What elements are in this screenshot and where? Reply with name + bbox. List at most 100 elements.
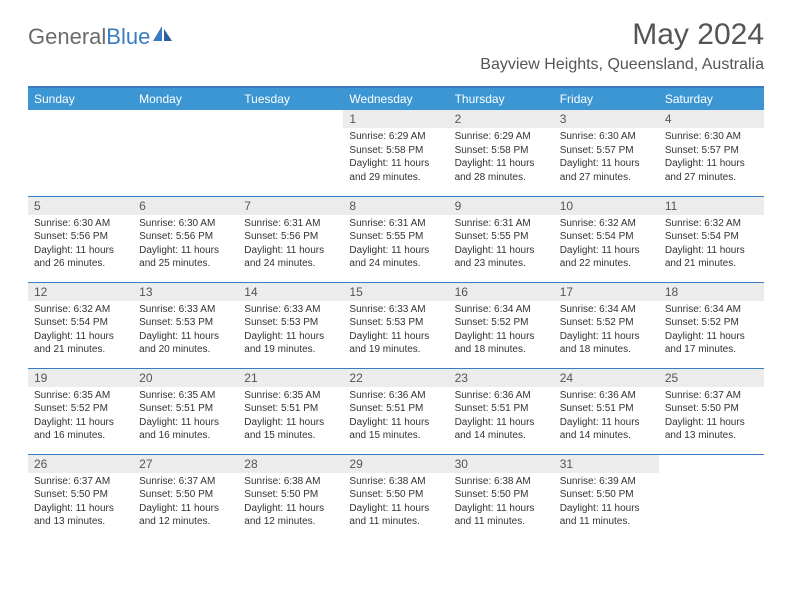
daylight-text: Daylight: 11 hours and 21 minutes.: [34, 330, 127, 357]
daylight-text: Daylight: 11 hours and 12 minutes.: [139, 502, 232, 529]
day-details: Sunrise: 6:30 AMSunset: 5:56 PMDaylight:…: [28, 215, 133, 275]
sunrise-text: Sunrise: 6:36 AM: [455, 389, 548, 403]
calendar-day-cell: 13Sunrise: 6:33 AMSunset: 5:53 PMDayligh…: [133, 282, 238, 368]
day-number: 8: [343, 197, 448, 215]
sunset-text: Sunset: 5:51 PM: [455, 402, 548, 416]
daylight-text: Daylight: 11 hours and 18 minutes.: [560, 330, 653, 357]
sunset-text: Sunset: 5:55 PM: [349, 230, 442, 244]
calendar-day-cell: 7Sunrise: 6:31 AMSunset: 5:56 PMDaylight…: [238, 196, 343, 282]
day-details: Sunrise: 6:35 AMSunset: 5:52 PMDaylight:…: [28, 387, 133, 447]
calendar-day-cell: 25Sunrise: 6:37 AMSunset: 5:50 PMDayligh…: [659, 368, 764, 454]
daylight-text: Daylight: 11 hours and 21 minutes.: [665, 244, 758, 271]
day-details: Sunrise: 6:30 AMSunset: 5:57 PMDaylight:…: [659, 128, 764, 188]
day-details: Sunrise: 6:33 AMSunset: 5:53 PMDaylight:…: [133, 301, 238, 361]
daylight-text: Daylight: 11 hours and 11 minutes.: [560, 502, 653, 529]
sunrise-text: Sunrise: 6:37 AM: [139, 475, 232, 489]
daylight-text: Daylight: 11 hours and 22 minutes.: [560, 244, 653, 271]
calendar-week-row: 19Sunrise: 6:35 AMSunset: 5:52 PMDayligh…: [28, 368, 764, 454]
day-number: 12: [28, 283, 133, 301]
day-details: Sunrise: 6:35 AMSunset: 5:51 PMDaylight:…: [238, 387, 343, 447]
dayheader-sun: Sunday: [28, 88, 133, 110]
calendar-day-cell: 14Sunrise: 6:33 AMSunset: 5:53 PMDayligh…: [238, 282, 343, 368]
brand-part2: Blue: [106, 24, 150, 49]
calendar-day-cell: [238, 110, 343, 196]
day-details: Sunrise: 6:32 AMSunset: 5:54 PMDaylight:…: [28, 301, 133, 361]
daylight-text: Daylight: 11 hours and 11 minutes.: [349, 502, 442, 529]
daylight-text: Daylight: 11 hours and 13 minutes.: [34, 502, 127, 529]
sunset-text: Sunset: 5:54 PM: [665, 230, 758, 244]
day-number: 31: [554, 455, 659, 473]
day-details: Sunrise: 6:30 AMSunset: 5:57 PMDaylight:…: [554, 128, 659, 188]
sunrise-text: Sunrise: 6:36 AM: [560, 389, 653, 403]
day-details: Sunrise: 6:31 AMSunset: 5:55 PMDaylight:…: [449, 215, 554, 275]
day-details: Sunrise: 6:36 AMSunset: 5:51 PMDaylight:…: [449, 387, 554, 447]
sunrise-text: Sunrise: 6:32 AM: [560, 217, 653, 231]
day-number: 3: [554, 110, 659, 128]
sunset-text: Sunset: 5:51 PM: [139, 402, 232, 416]
daylight-text: Daylight: 11 hours and 18 minutes.: [455, 330, 548, 357]
daylight-text: Daylight: 11 hours and 23 minutes.: [455, 244, 548, 271]
calendar-day-cell: 2Sunrise: 6:29 AMSunset: 5:58 PMDaylight…: [449, 110, 554, 196]
sunrise-text: Sunrise: 6:35 AM: [34, 389, 127, 403]
daylight-text: Daylight: 11 hours and 26 minutes.: [34, 244, 127, 271]
dayheader-thu: Thursday: [449, 88, 554, 110]
sunset-text: Sunset: 5:53 PM: [349, 316, 442, 330]
calendar-day-cell: 21Sunrise: 6:35 AMSunset: 5:51 PMDayligh…: [238, 368, 343, 454]
day-number: 30: [449, 455, 554, 473]
day-details: Sunrise: 6:29 AMSunset: 5:58 PMDaylight:…: [343, 128, 448, 188]
sunset-text: Sunset: 5:51 PM: [560, 402, 653, 416]
daylight-text: Daylight: 11 hours and 16 minutes.: [139, 416, 232, 443]
day-details: Sunrise: 6:29 AMSunset: 5:58 PMDaylight:…: [449, 128, 554, 188]
sunset-text: Sunset: 5:53 PM: [244, 316, 337, 330]
daylight-text: Daylight: 11 hours and 27 minutes.: [665, 157, 758, 184]
day-number: 24: [554, 369, 659, 387]
sunset-text: Sunset: 5:50 PM: [560, 488, 653, 502]
calendar-day-cell: 26Sunrise: 6:37 AMSunset: 5:50 PMDayligh…: [28, 454, 133, 540]
daylight-text: Daylight: 11 hours and 15 minutes.: [244, 416, 337, 443]
sunrise-text: Sunrise: 6:34 AM: [665, 303, 758, 317]
day-number: 29: [343, 455, 448, 473]
calendar-day-cell: 29Sunrise: 6:38 AMSunset: 5:50 PMDayligh…: [343, 454, 448, 540]
sunrise-text: Sunrise: 6:33 AM: [244, 303, 337, 317]
brand-part1: General: [28, 24, 106, 49]
dayheader-wed: Wednesday: [343, 88, 448, 110]
day-details: Sunrise: 6:34 AMSunset: 5:52 PMDaylight:…: [554, 301, 659, 361]
day-number: 19: [28, 369, 133, 387]
calendar-day-cell: 20Sunrise: 6:35 AMSunset: 5:51 PMDayligh…: [133, 368, 238, 454]
calendar-day-cell: 23Sunrise: 6:36 AMSunset: 5:51 PMDayligh…: [449, 368, 554, 454]
calendar-day-cell: 8Sunrise: 6:31 AMSunset: 5:55 PMDaylight…: [343, 196, 448, 282]
sunset-text: Sunset: 5:54 PM: [34, 316, 127, 330]
sunrise-text: Sunrise: 6:29 AM: [455, 130, 548, 144]
sunrise-text: Sunrise: 6:38 AM: [244, 475, 337, 489]
sunrise-text: Sunrise: 6:30 AM: [665, 130, 758, 144]
sunrise-text: Sunrise: 6:33 AM: [349, 303, 442, 317]
sunrise-text: Sunrise: 6:39 AM: [560, 475, 653, 489]
day-details: Sunrise: 6:36 AMSunset: 5:51 PMDaylight:…: [343, 387, 448, 447]
sunrise-text: Sunrise: 6:31 AM: [244, 217, 337, 231]
daylight-text: Daylight: 11 hours and 24 minutes.: [244, 244, 337, 271]
day-number: 4: [659, 110, 764, 128]
location-text: Bayview Heights, Queensland, Australia: [480, 56, 764, 74]
day-header-row: Sunday Monday Tuesday Wednesday Thursday…: [28, 88, 764, 110]
calendar-day-cell: [28, 110, 133, 196]
sunrise-text: Sunrise: 6:37 AM: [34, 475, 127, 489]
daylight-text: Daylight: 11 hours and 14 minutes.: [560, 416, 653, 443]
calendar-day-cell: 31 Sunrise: 6:39 AMSunset: 5:50 PMDayligh…: [554, 454, 659, 540]
day-details: Sunrise: 6:33 AMSunset: 5:53 PMDaylight:…: [343, 301, 448, 361]
day-number: 15: [343, 283, 448, 301]
title-block: May 2024 Bayview Heights, Queensland, Au…: [480, 18, 764, 78]
sunrise-text: Sunrise: 6:30 AM: [34, 217, 127, 231]
sunset-text: Sunset: 5:58 PM: [455, 144, 548, 158]
day-details: Sunrise: 6:34 AMSunset: 5:52 PMDaylight:…: [449, 301, 554, 361]
sunrise-text: Sunrise: 6:32 AM: [34, 303, 127, 317]
day-number: 13: [133, 283, 238, 301]
day-number: 23: [449, 369, 554, 387]
daylight-text: Daylight: 11 hours and 14 minutes.: [455, 416, 548, 443]
calendar-day-cell: 28Sunrise: 6:38 AMSunset: 5:50 PMDayligh…: [238, 454, 343, 540]
calendar-day-cell: 12Sunrise: 6:32 AMSunset: 5:54 PMDayligh…: [28, 282, 133, 368]
calendar-day-cell: 6Sunrise: 6:30 AMSunset: 5:56 PMDaylight…: [133, 196, 238, 282]
day-details: Sunrise: 6:38 AMSunset: 5:50 PMDaylight:…: [343, 473, 448, 533]
sunset-text: Sunset: 5:56 PM: [139, 230, 232, 244]
sunset-text: Sunset: 5:51 PM: [244, 402, 337, 416]
sunset-text: Sunset: 5:50 PM: [349, 488, 442, 502]
